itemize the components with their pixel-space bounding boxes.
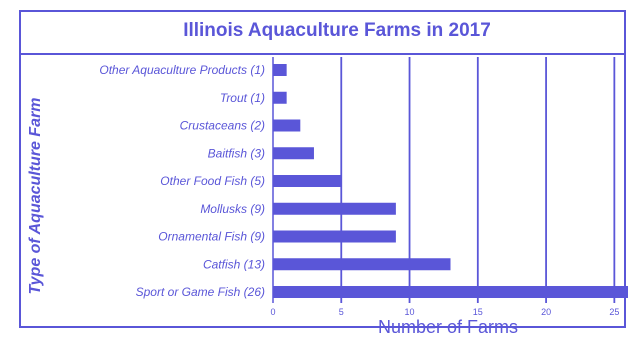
category-label: Mollusks (9) [200,202,265,216]
x-tick-label: 25 [609,307,619,317]
bar-8 [273,286,628,298]
x-tick-label: 5 [339,307,344,317]
bar-2 [273,119,301,132]
x-tick-label: 20 [541,307,551,317]
bar-5 [273,202,396,215]
x-tick-labels: 0 5 10 15 20 25 [270,307,619,317]
x-tick-label: 15 [473,307,483,317]
bar-1 [273,91,287,104]
category-label: Catfish (13) [203,257,265,271]
chart-title: Illinois Aquaculture Farms in 2017 [183,20,491,41]
x-tick-label: 0 [270,307,275,317]
x-axis-label: Number of Farms [378,317,518,337]
category-label: Baitfish (3) [208,146,265,160]
category-label: Ornamental Fish (9) [158,230,265,244]
category-label: Sport or Game Fish (26) [136,285,265,299]
category-labels: Other Aquaculture Products (1) Trout (1) C… [99,63,265,299]
bars [273,64,628,298]
category-label: Other Aquaculture Products (1) [99,63,265,77]
category-label: Trout (1) [220,91,265,105]
chart-frame [19,10,626,328]
y-axis-label: Type of Aquaculture Farm [27,97,44,294]
x-tick-label: 10 [405,307,415,317]
bar-3 [273,147,314,160]
bar-4 [273,175,342,187]
bar-7 [273,258,451,271]
bar-6 [273,230,396,243]
bar-0 [273,64,287,76]
category-label: Crustaceans (2) [180,119,265,133]
category-label: Other Food Fish (5) [160,174,265,188]
